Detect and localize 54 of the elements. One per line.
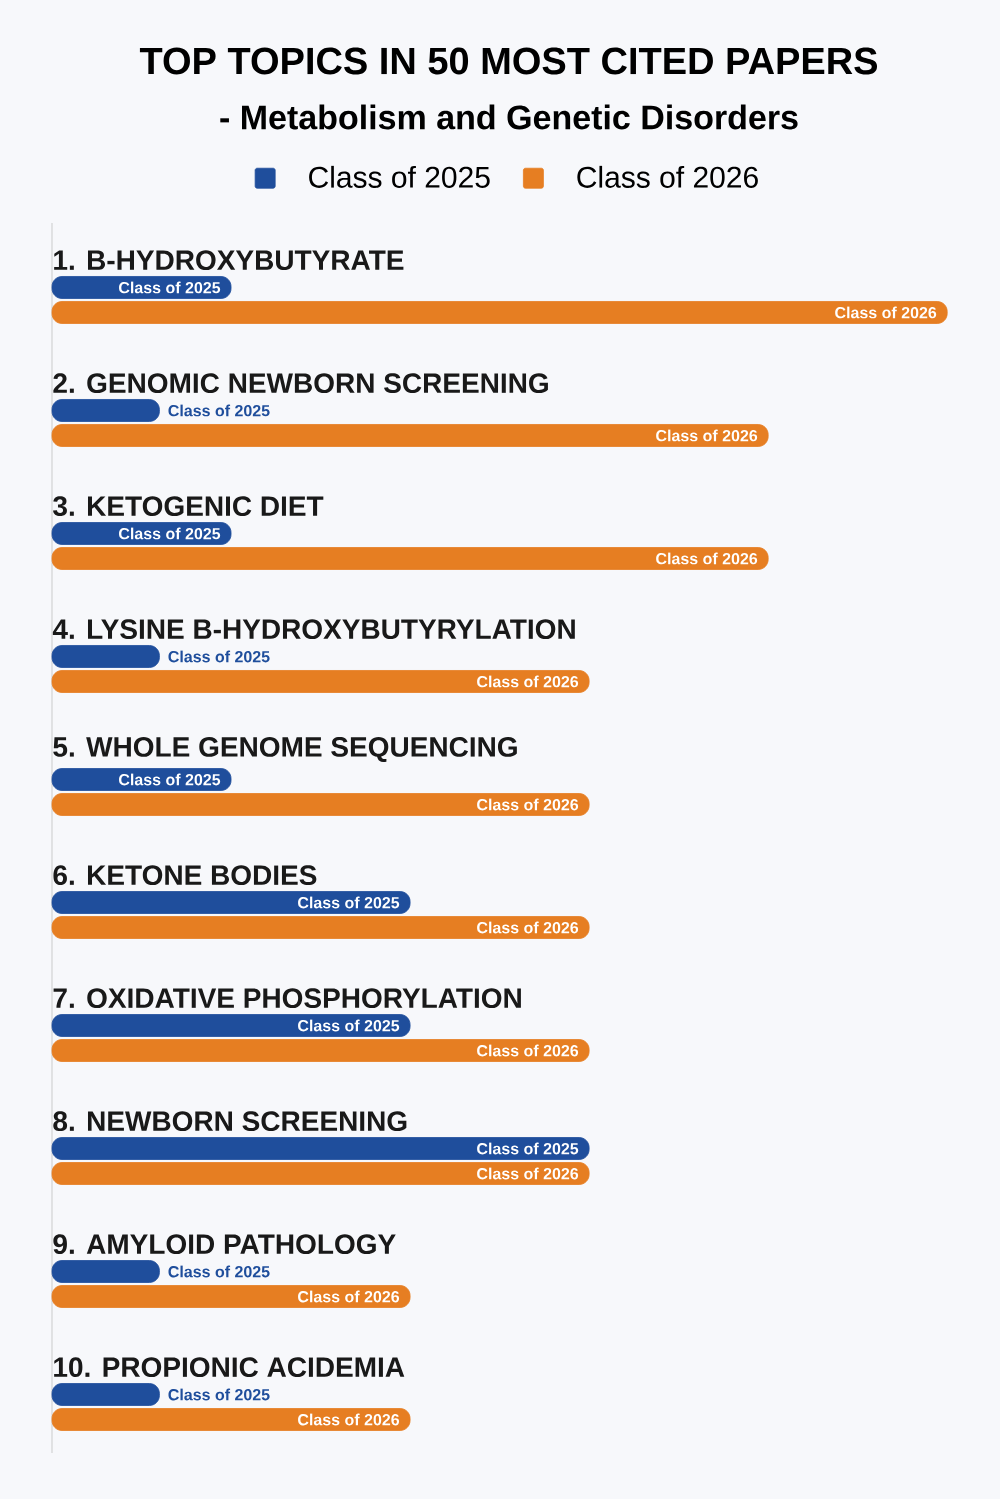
y-tick-label: 3. KETOGENIC DIET — [53, 496, 324, 517]
y-tick-label: 4. LYSINE B-HYDROXYBUTYRYLATION — [52, 619, 575, 640]
bar — [51, 301, 948, 324]
bar — [51, 1162, 590, 1185]
text: Class of 2025 — [168, 650, 270, 663]
y-tick-label: 2. GENOMIC NEWBORN SCREENING — [53, 373, 548, 394]
bar — [51, 768, 232, 791]
bar — [51, 891, 411, 914]
text: Class of 2026 — [477, 1044, 579, 1057]
text: Class of 2026 — [477, 1167, 579, 1180]
bar — [51, 547, 769, 570]
bar — [51, 793, 590, 816]
text: Class of 2025 — [119, 281, 221, 294]
text: Class of 2025 — [168, 1265, 270, 1278]
bar — [51, 276, 232, 299]
text: Class of 2026 — [298, 1413, 400, 1426]
bar — [51, 1408, 411, 1431]
y-tick-label: 9. AMYLOID PATHOLOGY — [53, 1234, 396, 1255]
y-tick-label: 7. OXIDATIVE PHOSPHORYLATION — [53, 988, 521, 1009]
text: Class of 2026 — [835, 306, 937, 319]
bar — [51, 916, 590, 939]
bar — [51, 1285, 411, 1308]
y-tick-label: 6. KETONE BODIES — [53, 865, 317, 886]
bar — [51, 399, 160, 422]
text: Class of 2026 — [298, 1290, 400, 1303]
y-tick-label: 8. NEWBORN SCREENING — [53, 1111, 407, 1132]
text: Class of 2026 — [656, 429, 758, 442]
text: Class of 2025 — [168, 404, 270, 417]
bar — [51, 1039, 590, 1062]
text: Class of 2026 — [656, 552, 758, 565]
bar — [51, 522, 232, 545]
bar — [51, 1260, 160, 1283]
bar — [51, 1137, 590, 1160]
text: Class of 2025 — [477, 1142, 579, 1155]
text: Class of 2026 — [477, 921, 579, 934]
chart-subtitle: - Metabolism and Genetic Disorders — [220, 104, 798, 130]
legend-label: Class of 2025 — [309, 165, 490, 188]
legend-label: Class of 2026 — [577, 165, 758, 188]
bar — [51, 1014, 411, 1037]
bar — [51, 670, 590, 693]
text: Class of 2025 — [119, 773, 221, 786]
y-tick-label: 5. WHOLE GENOME SEQUENCING — [53, 737, 517, 763]
text: Class of 2025 — [168, 1388, 270, 1401]
text: Class of 2026 — [477, 798, 579, 811]
bar — [51, 645, 160, 668]
text: Class of 2025 — [119, 527, 221, 540]
text: Class of 2025 — [298, 896, 400, 909]
chart-title: TOP TOPICS IN 50 MOST CITED PAPERS — [139, 47, 878, 75]
bar — [51, 424, 769, 447]
y-tick-label: 1. B-HYDROXYBUTYRATE — [54, 250, 404, 271]
text: Class of 2025 — [298, 1019, 400, 1032]
bar — [51, 1383, 160, 1406]
y-tick-label: 10. PROPIONIC ACIDEMIA — [54, 1357, 405, 1378]
text: Class of 2026 — [477, 675, 579, 688]
